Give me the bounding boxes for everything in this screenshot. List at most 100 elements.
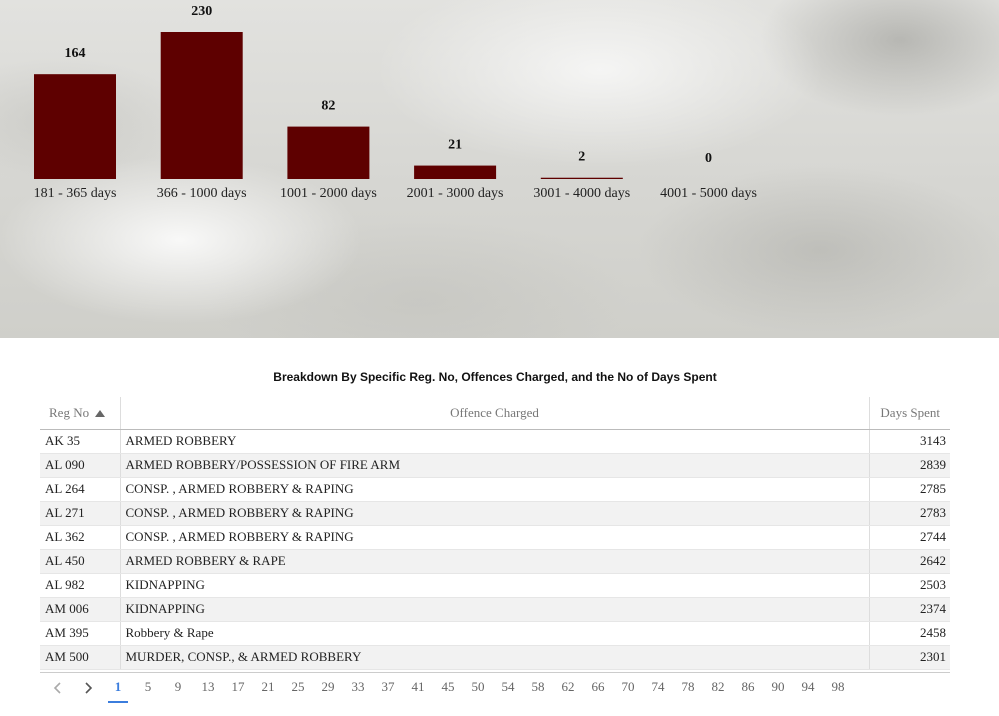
page-link[interactable]: 13: [201, 679, 215, 694]
page-link[interactable]: 33: [351, 679, 365, 694]
chevron-right-icon: [85, 682, 93, 694]
bar[interactable]: [160, 32, 243, 179]
offence-cell: KIDNAPPING: [120, 573, 870, 598]
page-link[interactable]: 50: [471, 679, 485, 694]
table-title: Breakdown By Specific Reg. No, Offences …: [273, 370, 717, 384]
category-label: 3001 - 4000 days: [533, 186, 630, 201]
page-link[interactable]: 1: [103, 673, 133, 703]
chart-panel: 164 181 - 365 days 230 366 - 1000 days 82 100…: [0, 0, 999, 338]
offence-cell: Robbery & Rape: [120, 621, 870, 646]
offence-cell: ARMED ROBBERY: [120, 429, 870, 454]
offence-cell: ARMED ROBBERY/POSSESSION OF FIRE ARM: [120, 453, 870, 478]
reg-no-cell: AL 264: [40, 477, 121, 502]
page-link[interactable]: 37: [381, 679, 395, 694]
bar-value-label: 21: [448, 138, 462, 153]
table-body: AK 35 ARMED ROBBERY 3143 AL 090 ARMED ROBBER…: [40, 429, 950, 670]
page-link[interactable]: 45: [441, 679, 455, 694]
page-link[interactable]: 41: [411, 679, 425, 694]
table-row[interactable]: AL 362 CONSP. , ARMED ROBBERY & RAPING 274…: [40, 525, 950, 550]
page-link[interactable]: 78: [681, 679, 695, 694]
days-spent-cell: 2301: [869, 645, 950, 670]
reg-no-cell: AL 090: [40, 453, 121, 478]
reg-no-cell: AM 500: [40, 645, 121, 670]
page-link[interactable]: 54: [501, 679, 515, 694]
chevron-left-icon: [53, 682, 61, 694]
page-link[interactable]: 70: [621, 679, 635, 694]
page-link[interactable]: 98: [831, 679, 845, 694]
column-header-reg-no[interactable]: Reg No: [40, 397, 121, 430]
table-row[interactable]: AL 271 CONSP. , ARMED ROBBERY & RAPING 278…: [40, 501, 950, 526]
days-spent-cell: 2783: [869, 501, 950, 526]
category-label: 181 - 365 days: [34, 186, 117, 201]
page-link[interactable]: 17: [231, 679, 245, 694]
offence-cell: KIDNAPPING: [120, 597, 870, 622]
page-link[interactable]: 90: [771, 679, 785, 694]
category-label: 2001 - 3000 days: [407, 186, 504, 201]
bar[interactable]: [540, 177, 623, 179]
days-spent-cell: 2642: [869, 549, 950, 574]
page-link[interactable]: 21: [261, 679, 275, 694]
page-list: 1 5 9 13 17 21 25 29 33 37 41 45 50 54 58 62 66 70 74 78 82 8…: [103, 673, 853, 703]
days-spent-cell: 3143: [869, 429, 950, 454]
days-spent-cell: 2785: [869, 477, 950, 502]
reg-no-cell: AL 362: [40, 525, 121, 550]
days-spent-cell: 2458: [869, 621, 950, 646]
table-row[interactable]: AK 35 ARMED ROBBERY 3143: [40, 429, 950, 454]
next-page-button[interactable]: [80, 680, 96, 696]
pagination: 1 5 9 13 17 21 25 29 33 37 41 45 50 54 58 62 66 70 74 78 82 8…: [40, 672, 950, 707]
category-label: 366 - 1000 days: [157, 186, 247, 201]
reg-no-cell: AL 982: [40, 573, 121, 598]
days-spent-cell: 2744: [869, 525, 950, 550]
bar-value-label: 2: [578, 150, 585, 165]
page-link[interactable]: 86: [741, 679, 755, 694]
bar[interactable]: [414, 165, 497, 179]
reg-no-cell: AM 006: [40, 597, 121, 622]
bar-value-label: 164: [65, 46, 86, 61]
category-label: 4001 - 5000 days: [660, 186, 757, 201]
page-link[interactable]: 74: [651, 679, 665, 694]
page-link[interactable]: 29: [321, 679, 335, 694]
reg-no-cell: AL 271: [40, 501, 121, 526]
page-link[interactable]: 25: [291, 679, 305, 694]
bar[interactable]: [287, 126, 370, 179]
column-header-offence-label: Offence Charged: [450, 404, 539, 420]
page-link[interactable]: 5: [144, 679, 152, 694]
table-row[interactable]: AM 006 KIDNAPPING 2374: [40, 597, 950, 622]
breakdown-table: Reg No Offence Charged Days Spent AK 35 A…: [40, 397, 950, 670]
page-link[interactable]: 82: [711, 679, 725, 694]
table-row[interactable]: AL 264 CONSP. , ARMED ROBBERY & RAPING 278…: [40, 477, 950, 502]
table-row[interactable]: AM 395 Robbery & Rape 2458: [40, 621, 950, 646]
table-row[interactable]: AL 982 KIDNAPPING 2503: [40, 573, 950, 598]
table-row[interactable]: AM 500 MURDER, CONSP., & ARMED ROBBERY 230…: [40, 645, 950, 670]
offence-cell: CONSP. , ARMED ROBBERY & RAPING: [120, 477, 870, 502]
sort-ascending-icon: [95, 410, 106, 418]
offence-cell: CONSP. , ARMED ROBBERY & RAPING: [120, 501, 870, 526]
column-header-reg-no-label: Reg No: [49, 404, 90, 420]
offence-cell: ARMED ROBBERY & RAPE: [120, 549, 870, 574]
page-link[interactable]: 66: [591, 679, 605, 694]
prev-page-button[interactable]: [50, 680, 66, 696]
page-link[interactable]: 58: [531, 679, 545, 694]
days-spent-cell: 2503: [869, 573, 950, 598]
days-spent-cell: 2839: [869, 453, 950, 478]
page-link[interactable]: 94: [801, 679, 815, 694]
column-header-offence[interactable]: Offence Charged: [120, 397, 870, 430]
offence-cell: CONSP. , ARMED ROBBERY & RAPING: [120, 525, 870, 550]
table-header-row: Reg No Offence Charged Days Spent: [40, 397, 950, 430]
page-link[interactable]: 62: [561, 679, 575, 694]
table-row[interactable]: AL 450 ARMED ROBBERY & RAPE 2642: [40, 549, 950, 574]
bar[interactable]: [34, 74, 116, 179]
bar-value-label: 0: [705, 151, 712, 166]
reg-no-cell: AM 395: [40, 621, 121, 646]
column-header-days-spent-label: Days Spent: [880, 404, 940, 420]
reg-no-cell: AK 35: [40, 429, 121, 454]
category-label: 1001 - 2000 days: [280, 186, 377, 201]
bar-value-label: 230: [191, 4, 212, 19]
column-header-days-spent[interactable]: Days Spent: [869, 397, 950, 430]
page-link[interactable]: 9: [174, 679, 182, 694]
offence-cell: MURDER, CONSP., & ARMED ROBBERY: [120, 645, 870, 670]
days-spent-bar-chart: 164 181 - 365 days 230 366 - 1000 days 82 100…: [34, 4, 757, 201]
days-spent-cell: 2374: [869, 597, 950, 622]
table-row[interactable]: AL 090 ARMED ROBBERY/POSSESSION OF FIRE A…: [40, 453, 950, 478]
bar-value-label: 82: [321, 99, 335, 114]
